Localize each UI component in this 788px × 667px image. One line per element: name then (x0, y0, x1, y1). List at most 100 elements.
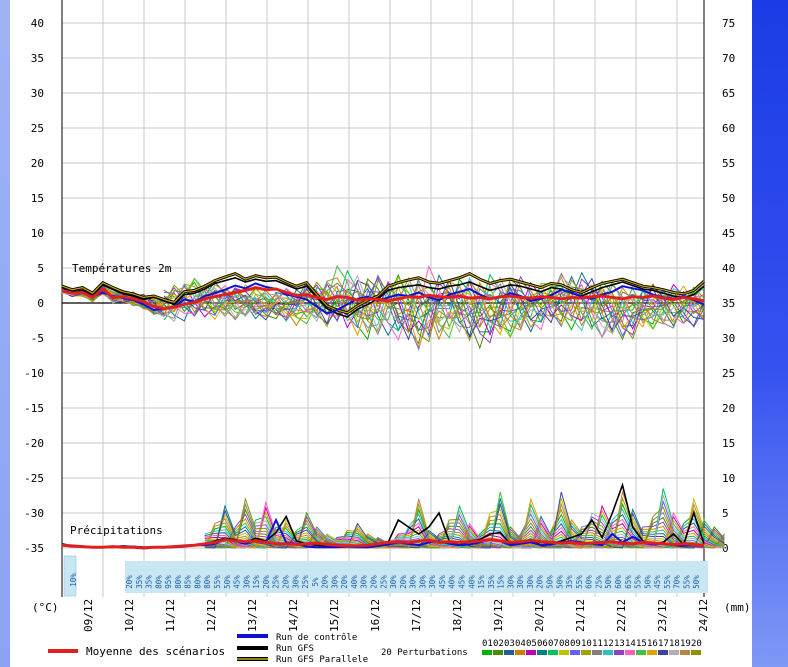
perturbation-legend-swatches: 01 02 03 04 05 06 07 08 09 10 11 12 13 14 15 16 17 18 19 20 (482, 639, 702, 655)
x-date-label: 18/12 (451, 599, 464, 632)
perturbation-color-swatch (603, 650, 613, 655)
probability-first-cell (63, 555, 77, 597)
perturbation-color-swatch (625, 650, 635, 655)
probability-label: 30% (330, 575, 339, 589)
perturbation-color-swatch (504, 650, 514, 655)
x-date-label: 11/12 (164, 599, 177, 632)
perturbation-color-swatch (548, 650, 558, 655)
right-tick-label: 5 (722, 507, 729, 520)
left-border (0, 0, 10, 667)
x-date-label: 24/12 (697, 599, 710, 632)
perturbation-id-label: 18 (669, 639, 680, 649)
gfs-temp-line (61, 276, 705, 318)
probability-label: 15% (252, 575, 261, 589)
perturbation-color-swatch (669, 650, 679, 655)
right-tick-label: 70 (722, 52, 735, 65)
probability-label: 80% (154, 575, 163, 589)
perturbation-color-swatch (570, 650, 580, 655)
x-date-label: 16/12 (369, 599, 382, 632)
x-date-label: 21/12 (574, 599, 587, 632)
perturbation-id-label: 03 (504, 639, 515, 649)
probability-label: 50% (604, 575, 613, 589)
x-date-label: 19/12 (492, 599, 505, 632)
perturbation-precip-line (204, 497, 725, 549)
perturbation-temp-line (163, 274, 705, 344)
perturbation-id-label: 16 (647, 639, 658, 649)
right-tick-label: 75 (722, 17, 735, 30)
right-tick-label: 60 (722, 122, 735, 135)
probability-label: 95% (164, 575, 173, 589)
right-tick-label: 40 (722, 262, 735, 275)
perturbation-color-swatch (614, 650, 624, 655)
perturbation-id-label: 15 (636, 639, 647, 649)
probability-label: 20% (399, 575, 408, 589)
left-tick-label: 0 (37, 297, 44, 310)
probability-label: 55% (575, 575, 584, 589)
left-tick-label: -30 (24, 507, 44, 520)
probability-label: 30% (291, 575, 300, 589)
perturbation-id-label: 11 (592, 639, 603, 649)
precipitation-label: Précipitations (70, 524, 163, 537)
perturbation-id-label: 19 (680, 639, 691, 649)
legend-perturbations-label: 20 Perturbations (381, 648, 468, 658)
main-series-lines (61, 271, 705, 550)
probability-label: 35% (565, 575, 574, 589)
perturbation-id-label: 09 (570, 639, 581, 649)
right-border (752, 0, 788, 667)
probability-label: 65% (624, 575, 633, 589)
perturbation-id-label: 17 (658, 639, 669, 649)
x-date-label: 20/12 (533, 599, 546, 632)
right-tick-label: 30 (722, 332, 735, 345)
left-tick-label: -20 (24, 437, 44, 450)
probability-label: 20% (321, 575, 330, 589)
probability-label: 20% (340, 575, 349, 589)
x-date-label: 14/12 (287, 599, 300, 632)
probability-label: 30% (409, 575, 418, 589)
probability-label: 20% (125, 575, 134, 589)
probability-label: 70% (673, 575, 682, 589)
perturbation-id-label: 05 (526, 639, 537, 649)
probability-label: 40% (350, 575, 359, 589)
probability-label: 45% (438, 575, 447, 589)
x-date-label: 09/12 (82, 599, 95, 632)
probability-label: 55% (213, 575, 222, 589)
perturbation-color-swatch (680, 650, 690, 655)
probability-label: 5% (311, 577, 320, 587)
probability-label: 30% (506, 575, 515, 589)
probability-label: 30% (389, 575, 398, 589)
mean-precip-line (61, 538, 705, 550)
x-date-label: 10/12 (123, 599, 136, 632)
perturbation-color-swatch (592, 650, 602, 655)
probability-label: 15% (497, 575, 506, 589)
right-tick-label: 10 (722, 472, 735, 485)
left-tick-label: 40 (31, 17, 44, 30)
perturbation-id-label: 13 (614, 639, 625, 649)
probability-label: 35% (145, 575, 154, 589)
perturbation-temp-line (163, 264, 705, 341)
perturbation-precipitation-lines (204, 488, 725, 549)
probability-label: 80% (193, 575, 202, 589)
x-date-label: 23/12 (656, 599, 669, 632)
perturbation-id-label: 14 (625, 639, 636, 649)
perturbation-id-label: 20 (691, 639, 702, 649)
perturbation-color-swatch (636, 650, 646, 655)
probability-label: 10% (69, 573, 78, 587)
probability-label: 55% (634, 575, 643, 589)
right-tick-label: 15 (722, 437, 735, 450)
probability-label: 50% (555, 575, 564, 589)
perturbation-id-label: 10 (581, 639, 592, 649)
perturbation-id-label: 08 (559, 639, 570, 649)
probability-label: 55% (682, 575, 691, 589)
probability-label: 45% (233, 575, 242, 589)
perturbation-color-swatch (526, 650, 536, 655)
legend-control-label: Run de contrôle (276, 632, 357, 643)
right-tick-label: 65 (722, 87, 735, 100)
probability-label: 40% (467, 575, 476, 589)
perturbation-id-label: 04 (515, 639, 526, 649)
probability-label: 30% (516, 575, 525, 589)
meteogram-canvas (0, 0, 752, 667)
left-tick-label: -5 (31, 332, 44, 345)
probability-label: 30% (526, 575, 535, 589)
